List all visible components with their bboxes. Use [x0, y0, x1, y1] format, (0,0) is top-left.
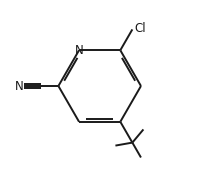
Text: Cl: Cl	[134, 22, 146, 35]
Text: N: N	[75, 44, 83, 57]
Text: N: N	[15, 79, 23, 93]
